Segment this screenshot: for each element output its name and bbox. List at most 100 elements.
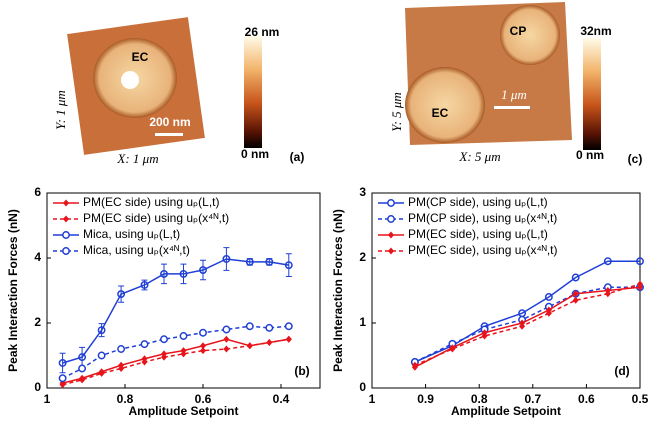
x-tick-label: 1 <box>369 392 376 406</box>
data-point <box>59 381 66 389</box>
domain-label: EC <box>432 106 449 120</box>
data-point <box>180 350 187 358</box>
colorbar-max: 32nm <box>580 24 611 38</box>
afm-image-a: EC 200 nm <box>67 17 205 155</box>
panel-label: (c) <box>628 152 643 166</box>
legend-marker <box>387 215 395 223</box>
data-point <box>160 335 168 344</box>
error-bar <box>285 253 292 278</box>
data-point <box>79 376 86 384</box>
data-point <box>544 293 553 301</box>
data-point <box>604 290 611 298</box>
legend-marker <box>62 247 70 255</box>
data-point <box>141 358 148 366</box>
legend-marker <box>63 199 69 207</box>
error-bar <box>98 323 105 338</box>
data-point <box>571 273 580 282</box>
data-point <box>222 325 231 334</box>
legend-label: PM(EC side) using uₚ(L,t) <box>83 195 220 209</box>
y-tick-label: 0 <box>359 380 366 394</box>
x-size: X: 5 μm <box>458 149 500 164</box>
x-tick-label: 0.6 <box>195 392 212 406</box>
data-point <box>78 353 87 362</box>
data-point <box>545 309 552 317</box>
data-point <box>97 326 106 335</box>
data-point <box>223 345 230 353</box>
series-line <box>62 338 289 384</box>
data-point <box>118 365 125 372</box>
x-axis-label: Amplitude Setpoint <box>451 404 561 418</box>
legend-marker <box>388 247 394 255</box>
y-tick-label: 2 <box>359 250 366 264</box>
data-point <box>117 345 126 353</box>
legend-label: PM(CP side), using uₚ(L,t) <box>408 195 548 209</box>
x-tick-label: 0.9 <box>417 392 434 406</box>
y-tick-label: 0 <box>34 380 41 394</box>
x-size: X: 1 μm <box>116 151 158 166</box>
series-line <box>62 338 289 386</box>
data-point <box>160 269 168 278</box>
y-tick-label: 3 <box>359 185 366 199</box>
legend-label: PM(EC side) using uₚ(x⁴ᴺ,t) <box>83 211 229 225</box>
data-point <box>285 335 292 343</box>
domain-label: EC <box>132 50 149 64</box>
data-point <box>284 322 293 331</box>
legend-marker <box>63 215 69 223</box>
legend-label: PM(CP side), using uₚ(x⁴ᴺ,t) <box>408 211 557 225</box>
y-tick-label: 6 <box>34 185 41 199</box>
data-point <box>78 364 87 373</box>
series-line <box>414 286 641 368</box>
x-tick-label: 0.7 <box>524 392 541 406</box>
data-point <box>58 359 67 367</box>
data-point <box>200 342 206 350</box>
error-bar <box>223 247 230 271</box>
data-point <box>637 280 643 288</box>
legend-label: Mica, using uₚ(L,t) <box>83 227 180 241</box>
colorbar <box>244 36 262 148</box>
data-point <box>246 342 253 350</box>
data-point <box>265 257 274 266</box>
error-bar <box>180 263 187 285</box>
y-axis-label: Peak Interaction Forces (nN) <box>6 209 20 372</box>
data-point <box>519 322 526 330</box>
data-point <box>284 261 293 270</box>
panel-label: (b) <box>294 364 309 378</box>
domain-label: CP <box>510 24 527 38</box>
data-point <box>245 257 254 266</box>
data-point <box>265 323 274 332</box>
error-bar <box>161 263 167 285</box>
colorbar <box>583 38 601 150</box>
data-point <box>140 281 149 289</box>
series-line <box>414 260 640 363</box>
series-line <box>62 258 289 364</box>
data-point <box>572 296 579 304</box>
error-bar <box>118 285 125 303</box>
data-point <box>199 266 207 274</box>
data-point <box>266 339 273 346</box>
y-tick-label: 4 <box>34 250 41 264</box>
x-tick-label: 1 <box>44 392 51 406</box>
series-line <box>414 283 641 366</box>
data-point <box>161 353 167 361</box>
colorbar-max: 26 nm <box>245 25 280 39</box>
x-tick-label: 0.4 <box>273 392 290 406</box>
x-tick-label: 0.5 <box>632 392 649 406</box>
data-point <box>200 347 206 355</box>
scale-bar: 1 μm <box>501 87 527 102</box>
colorbar-min: 0 nm <box>241 147 269 161</box>
y-tick-label: 1 <box>359 315 366 329</box>
data-point <box>223 335 230 343</box>
y-size: Y: 5 μm <box>389 92 404 132</box>
y-axis-label: Peak Interaction Forces (nN) <box>331 209 345 372</box>
legend-marker <box>388 231 394 239</box>
data-point <box>449 345 456 353</box>
data-point <box>97 351 106 360</box>
x-tick-label: 0.8 <box>117 392 134 406</box>
x-tick-label: 0.8 <box>471 392 488 406</box>
data-point <box>411 361 418 369</box>
data-point <box>636 257 644 266</box>
panel-label: (d) <box>614 364 629 378</box>
error-bar <box>200 259 206 281</box>
plot-frame <box>46 192 321 389</box>
